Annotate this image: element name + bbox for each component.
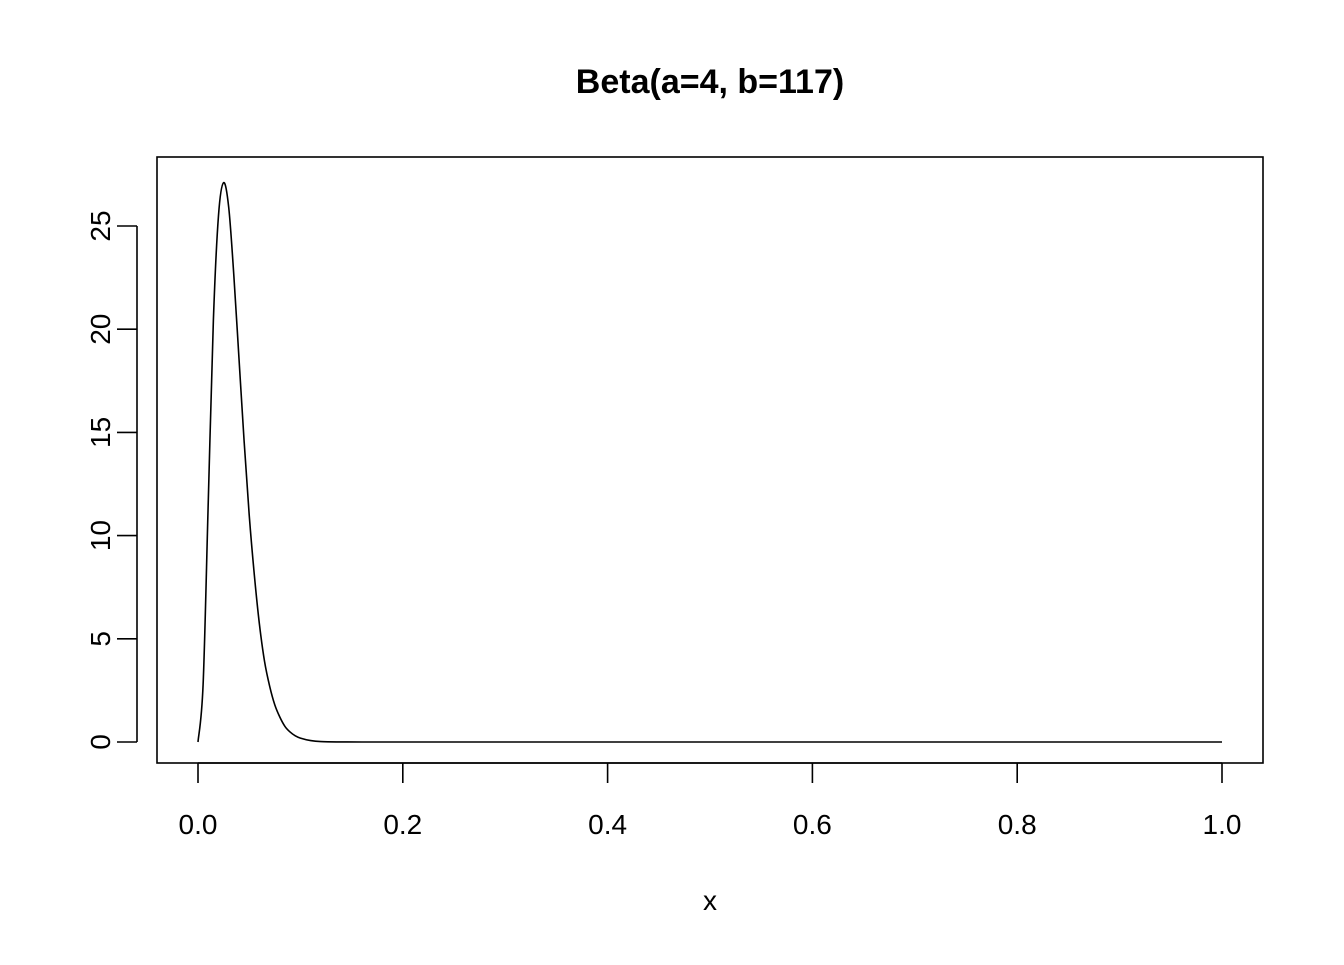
x-tick-label: 1.0 <box>1203 809 1242 840</box>
y-axis: 0 5 10 15 20 25 <box>85 210 138 750</box>
x-tick-label: 0.6 <box>793 809 832 840</box>
x-tick-label: 0.0 <box>179 809 218 840</box>
y-tick-label: 15 <box>85 417 116 448</box>
chart-title: Beta(a=4, b=117) <box>576 63 844 101</box>
x-tick-label: 0.2 <box>383 809 422 840</box>
y-tick-label: 20 <box>85 314 116 345</box>
x-tick-label: 0.4 <box>588 809 627 840</box>
y-tick-label: 5 <box>85 631 116 647</box>
y-tick-label: 10 <box>85 520 116 551</box>
x-tick-label: 0.8 <box>998 809 1037 840</box>
x-axis: 0.0 0.2 0.4 0.6 0.8 1.0 <box>179 762 1242 840</box>
x-axis-label: x <box>703 885 717 916</box>
density-curve-line <box>197 181 1222 743</box>
y-tick-label: 0 <box>85 734 116 750</box>
y-tick-label: 25 <box>85 210 116 241</box>
series-group <box>197 181 1222 743</box>
